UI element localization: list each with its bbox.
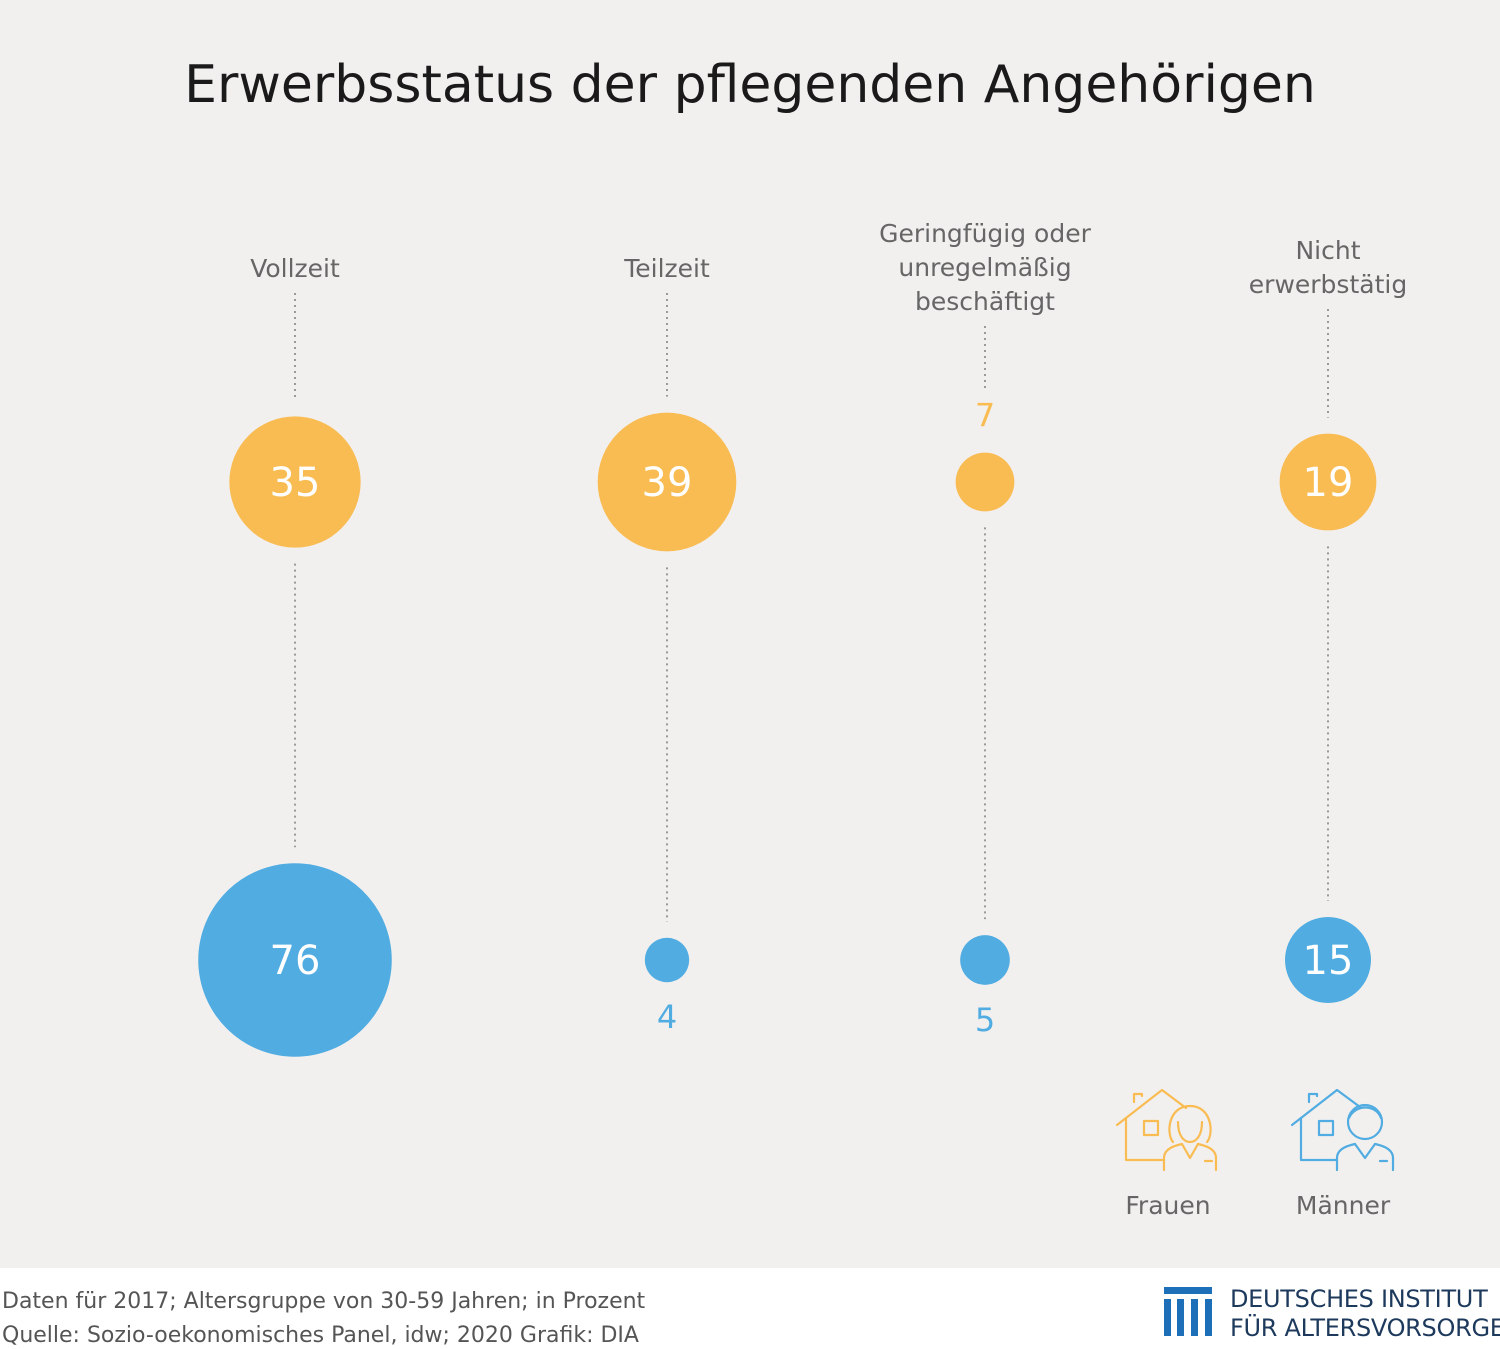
category-label: unregelmäßig bbox=[898, 253, 1071, 282]
legend: Frauen Männer bbox=[1115, 1088, 1395, 1220]
legend-label-frauen: Frauen bbox=[1125, 1191, 1210, 1220]
value-label-maenner: 5 bbox=[975, 1001, 995, 1039]
bubble-maenner bbox=[1285, 917, 1371, 1003]
bubble-maenner bbox=[644, 937, 690, 983]
brand-name-line1: DEUTSCHES INSTITUT bbox=[1230, 1285, 1488, 1313]
value-label-frauen: 35 bbox=[270, 460, 321, 506]
legend-label-maenner: Männer bbox=[1296, 1191, 1391, 1220]
bubble-chart: Vollzeit 35 76 Teilzeit 39 4 Geringfügig oder u… bbox=[198, 219, 1407, 1220]
footer-note: Daten für 2017; Altersgruppe von 30-59 J… bbox=[2, 1289, 646, 1314]
footer-source: Quelle: Sozio-oekonomisches Panel, idw; … bbox=[2, 1323, 639, 1348]
chart-title: Erwerbsstatus der pflegenden Angehörigen bbox=[184, 55, 1316, 115]
value-label-maenner: 76 bbox=[270, 938, 321, 984]
category-label: Geringfügig oder bbox=[879, 219, 1092, 248]
bubble-maenner bbox=[198, 863, 392, 1057]
bubble-maenner bbox=[960, 935, 1010, 985]
category-label: erwerbstätig bbox=[1249, 270, 1407, 299]
brand-name-line2: FÜR ALTERSVORSORGE bbox=[1230, 1314, 1500, 1342]
category-label: Teilzeit bbox=[623, 254, 710, 283]
category-label: Nicht bbox=[1295, 236, 1360, 265]
value-label-frauen: 39 bbox=[642, 460, 693, 506]
bubble-frauen bbox=[1279, 433, 1377, 531]
bubble-frauen bbox=[229, 416, 361, 548]
value-label-frauen: 7 bbox=[975, 397, 995, 435]
value-label-frauen: 19 bbox=[1303, 460, 1354, 506]
dia-logo-icon bbox=[1164, 1287, 1212, 1336]
value-label-maenner: 15 bbox=[1303, 938, 1354, 984]
bubble-frauen bbox=[597, 412, 737, 552]
category-label: beschäftigt bbox=[915, 287, 1055, 316]
house-man-icon bbox=[1290, 1088, 1395, 1172]
value-label-maenner: 4 bbox=[657, 998, 677, 1036]
bubble-frauen bbox=[955, 452, 1015, 512]
brand-logo-block: DEUTSCHES INSTITUT FÜR ALTERSVORSORGE bbox=[1164, 1285, 1500, 1345]
category-label: Vollzeit bbox=[250, 254, 340, 283]
chart-panel bbox=[0, 0, 1500, 1268]
house-woman-icon bbox=[1115, 1088, 1218, 1172]
